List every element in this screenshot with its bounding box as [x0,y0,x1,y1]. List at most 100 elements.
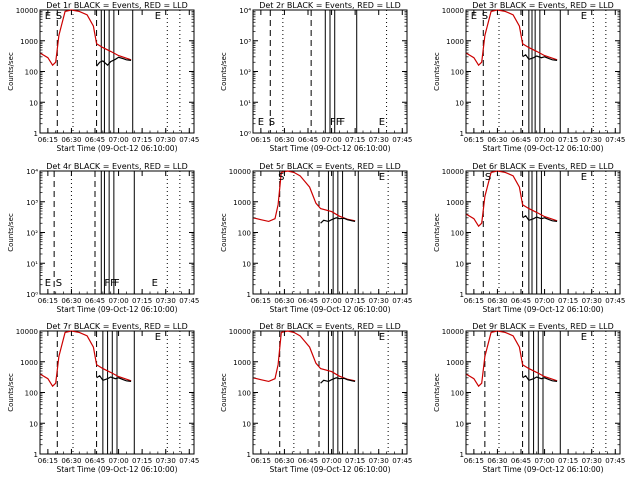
x-tick-label: 06:45 [511,136,531,144]
y-tick-label: 1000 [20,359,38,367]
x-tick-label: 07:45 [605,136,625,144]
y-tick-label: 10⁴ [26,168,38,176]
x-axis-label: Start Time (09-Oct-12 06:10:00) [56,465,177,474]
y-tick-label: 10000 [16,328,38,336]
x-tick-label: 07:15 [558,457,578,465]
plot-frame [465,9,621,134]
x-tick-label: 07:15 [132,457,152,465]
y-tick-label: 10 [455,260,464,268]
events-series-line [320,217,356,224]
y-tick-label: 10¹ [26,260,38,268]
plot-frame [252,330,408,455]
y-tick-label: 10 [455,99,464,107]
lld-series-line [465,9,558,67]
y-tick-label: 100 [451,230,464,238]
x-tick-label: 06:45 [85,457,105,465]
x-axis-label: Start Time (09-Oct-12 06:10:00) [482,465,603,474]
y-tick-label: 1000 [20,38,38,46]
plot-frame [39,170,195,295]
x-tick-label: 07:15 [132,136,152,144]
x-tick-label: 06:15 [251,457,271,465]
y-tick-label: 10¹ [239,99,251,107]
y-tick-label: 100 [451,390,464,398]
y-tick-label: 1 [34,451,38,459]
y-tick-label: 10 [455,420,464,428]
y-tick-label: 10000 [442,7,464,15]
event-marker-label: E [45,278,51,289]
lld-series-line [465,330,558,388]
x-tick-label: 06:45 [85,297,105,305]
x-tick-label: 06:45 [85,136,105,144]
x-tick-label: 06:15 [251,136,271,144]
x-tick-label: 07:30 [156,297,176,305]
events-series-line [522,214,558,222]
event-marker-label: E [581,11,587,22]
panel-title: Det 4r BLACK = Events, RED = LLD [46,162,188,171]
x-tick-label: 07:00 [108,136,128,144]
x-tick-label: 07:00 [108,457,128,465]
y-tick-label: 1000 [233,199,251,207]
event-marker-label: E [471,11,477,22]
y-tick-label: 10000 [229,168,251,176]
y-tick-label: 10⁰ [26,291,38,299]
x-tick-label: 06:45 [298,457,318,465]
x-tick-label: 06:15 [464,457,484,465]
y-tick-label: 1000 [446,38,464,46]
x-tick-label: 07:30 [369,136,389,144]
y-tick-label: 10 [29,420,38,428]
x-tick-label: 07:15 [345,297,365,305]
lld-series-line [252,170,356,223]
event-marker-label: E [379,332,385,343]
y-tick-label: 10 [242,260,251,268]
x-tick-label: 07:30 [369,457,389,465]
x-tick-label: 06:15 [38,136,58,144]
y-tick-label: 1000 [233,359,251,367]
y-tick-label: 1 [247,451,251,459]
events-series-line [96,374,132,382]
x-tick-label: 07:00 [321,136,341,144]
event-marker-label: E [155,332,161,343]
x-tick-label: 06:30 [487,297,507,305]
x-tick-label: 07:45 [605,457,625,465]
x-tick-label: 06:30 [61,457,81,465]
panel-title: Det 7r BLACK = Events, RED = LLD [46,322,188,331]
y-tick-label: 10³ [239,38,251,46]
x-tick-label: 06:30 [274,297,294,305]
x-tick-label: 07:45 [392,297,412,305]
x-axis-label: Start Time (09-Oct-12 06:10:00) [482,144,603,153]
y-tick-label: 10⁰ [239,130,251,138]
y-axis-label: Counts/sec [7,373,15,412]
event-marker-label: F [339,117,345,128]
event-marker-label: FF [330,117,342,128]
x-tick-label: 07:15 [558,297,578,305]
y-tick-label: 1 [247,291,251,299]
events-series-line [522,53,558,61]
panel-title: Det 3r BLACK = Events, RED = LLD [472,1,614,10]
x-tick-label: 06:15 [251,297,271,305]
x-tick-label: 07:00 [108,297,128,305]
x-tick-label: 07:45 [179,457,199,465]
y-tick-label: 100 [25,69,38,77]
x-axis-label: Start Time (09-Oct-12 06:10:00) [269,465,390,474]
y-tick-label: 100 [25,390,38,398]
event-marker-label: E [45,11,51,22]
x-axis-label: Start Time (09-Oct-12 06:10:00) [269,305,390,314]
x-tick-label: 06:15 [38,297,58,305]
event-marker-label: S [269,117,275,128]
plot-frame [465,170,621,295]
x-tick-label: 07:15 [345,457,365,465]
x-tick-label: 06:30 [487,457,507,465]
x-axis-label: Start Time (09-Oct-12 06:10:00) [56,305,177,314]
event-marker-label: E [379,172,385,183]
event-marker-label: S [482,11,488,22]
x-tick-label: 07:00 [321,297,341,305]
y-tick-label: 1 [34,130,38,138]
x-tick-label: 07:00 [321,457,341,465]
event-marker-label: E [152,278,158,289]
lld-series-line [465,170,558,228]
